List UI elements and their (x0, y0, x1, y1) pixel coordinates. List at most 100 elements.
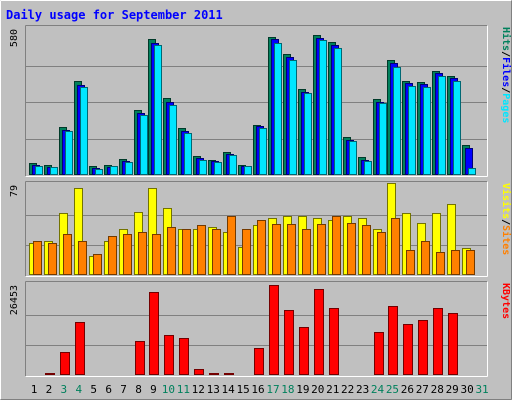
bar-kbytes-day-18 (284, 310, 294, 375)
legend-entry: Visits (500, 183, 512, 219)
day-label-22: 22 (341, 383, 354, 396)
bar-sites-day-30 (466, 250, 475, 275)
bar-kbytes-day-27 (418, 320, 428, 375)
bar-sites-day-19 (302, 229, 311, 275)
day-label-18: 18 (281, 383, 294, 396)
bar-pages-day-9 (154, 45, 162, 175)
bar-pages-day-4 (80, 87, 88, 175)
bar-pages-day-7 (125, 162, 133, 175)
day-label-27: 27 (416, 383, 429, 396)
bar-sites-day-27 (421, 241, 430, 275)
bar-pages-day-26 (408, 86, 416, 175)
day-label-10: 10 (162, 383, 175, 396)
bar-kbytes-day-4 (75, 322, 85, 375)
day-axis-labels: 1 2 3 4 5 6 7 8 9 10 11 12 13 14 15 16 17 18 19 20 21 22 23 24 2… (31, 383, 489, 396)
bar-pages-day-2 (50, 167, 58, 175)
panel-legend: KBytes (500, 283, 511, 319)
day-label-30: 30 (461, 383, 474, 396)
bar-sites-day-26 (406, 250, 415, 275)
bar-sites-day-29 (451, 250, 460, 275)
bar-pages-day-13 (214, 162, 222, 175)
bar-kbytes-day-13 (209, 373, 219, 375)
bar-sites-day-17 (272, 224, 281, 275)
day-label-28: 28 (431, 383, 444, 396)
bar-kbytes-day-9 (149, 292, 159, 375)
bar-pages-day-24 (379, 103, 387, 175)
legend-entry: KBytes (500, 283, 511, 319)
bar-sites-day-4 (78, 241, 87, 275)
y-max-label: 580 (9, 29, 20, 47)
bar-sites-day-11 (182, 229, 191, 275)
day-label-20: 20 (311, 383, 324, 396)
day-label-19: 19 (296, 383, 309, 396)
day-label-21: 21 (326, 383, 339, 396)
legend-entry: Pages (500, 93, 511, 123)
bar-pages-day-19 (304, 93, 312, 175)
legend-entry: Files (500, 57, 512, 87)
panel-visits-sites: 79 Visits/Sites (9, 181, 512, 277)
bar-kbytes-day-28 (433, 308, 443, 375)
legend-entry: / (500, 87, 511, 93)
bar-pages-day-3 (65, 131, 73, 175)
bar-pages-day-18 (289, 60, 297, 175)
day-label-16: 16 (251, 383, 264, 396)
chart-title: Daily usage for September 2011 (6, 8, 223, 22)
bar-pages-day-12 (199, 160, 207, 175)
legend-entry: / (500, 219, 511, 225)
bar-kbytes-day-29 (448, 313, 458, 375)
day-label-11: 11 (177, 383, 190, 396)
panel-legend: Visits/Sites (500, 183, 512, 255)
bar-pages-day-8 (140, 115, 148, 175)
bar-sites-day-1 (33, 241, 42, 275)
day-label-4: 4 (75, 383, 82, 396)
bar-sites-day-23 (362, 225, 371, 275)
bar-sites-day-25 (391, 218, 400, 275)
bar-sites-day-28 (436, 252, 445, 275)
day-label-6: 6 (105, 383, 112, 396)
bar-pages-day-17 (274, 43, 282, 175)
day-label-14: 14 (222, 383, 236, 396)
panel-hits-files-pages: 580 Hits/Files/Pages (9, 25, 512, 177)
bar-kbytes-day-2 (45, 373, 55, 375)
bar-pages-day-16 (259, 128, 267, 175)
bar-sites-day-16 (257, 220, 266, 275)
bar-sites-day-20 (317, 224, 326, 275)
bar-sites-day-10 (167, 227, 176, 275)
bar-sites-day-12 (197, 225, 206, 275)
legend-entry: / (500, 51, 511, 57)
day-label-3: 3 (61, 383, 68, 396)
bar-sites-day-6 (108, 236, 117, 275)
day-label-31: 31 (475, 383, 488, 396)
y-max-label: 79 (9, 185, 20, 197)
y-max-label: 26453 (9, 285, 20, 315)
bar-pages-day-25 (393, 67, 401, 175)
day-label-5: 5 (90, 383, 97, 396)
bar-kbytes-day-16 (254, 348, 264, 375)
day-label-12: 12 (192, 383, 205, 396)
bar-kbytes-day-24 (374, 332, 384, 375)
day-label-7: 7 (120, 383, 127, 396)
day-label-26: 26 (401, 383, 414, 396)
legend-entry: Hits (500, 27, 512, 51)
bar-sites-day-3 (63, 234, 72, 275)
bar-pages-day-29 (453, 81, 461, 175)
day-label-8: 8 (135, 383, 142, 396)
bar-sites-day-2 (48, 243, 57, 275)
bar-pages-day-5 (95, 169, 103, 175)
bar-pages-day-1 (35, 166, 43, 175)
bar-kbytes-day-14 (224, 373, 234, 375)
bar-kbytes-day-21 (329, 308, 339, 375)
bar-sites-day-24 (377, 232, 386, 275)
bar-kbytes-day-20 (314, 289, 324, 375)
bar-kbytes-day-8 (135, 341, 145, 375)
bar-pages-day-15 (244, 166, 252, 175)
bar-pages-day-30 (468, 168, 476, 175)
day-label-1: 1 (31, 383, 38, 396)
bar-sites-day-5 (93, 254, 102, 275)
bar-sites-day-7 (123, 234, 132, 275)
panel-kbytes: 26453 KBytes (9, 281, 511, 377)
bar-sites-day-18 (287, 224, 296, 275)
day-label-24: 24 (371, 383, 385, 396)
